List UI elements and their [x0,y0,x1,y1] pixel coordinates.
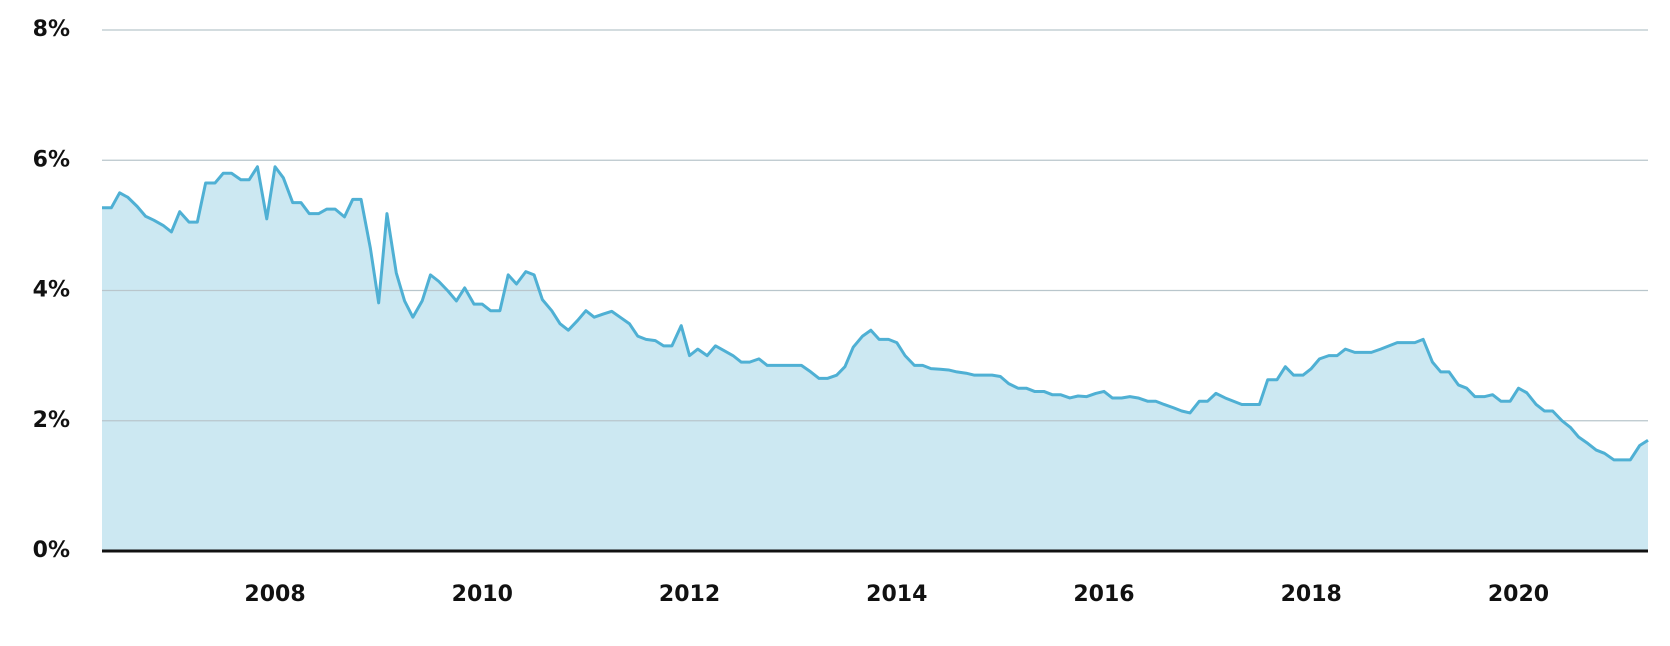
area-fill [102,166,1648,551]
x-tick-label: 2020 [1488,582,1549,607]
x-tick-label: 2018 [1281,582,1342,607]
y-tick-label: 0% [33,538,70,563]
x-tick-label: 2012 [659,582,720,607]
x-tick-label: 2016 [1073,582,1134,607]
area-line [102,165,1649,462]
y-tick-label: 8% [33,17,70,42]
y-tick-label: 6% [33,147,70,172]
x-tick-label: 2010 [452,582,513,607]
x-tick-label: 2014 [866,582,927,607]
y-tick-label: 2% [33,408,70,433]
x-tick-label: 2008 [244,582,305,607]
y-tick-label: 4% [33,278,70,303]
